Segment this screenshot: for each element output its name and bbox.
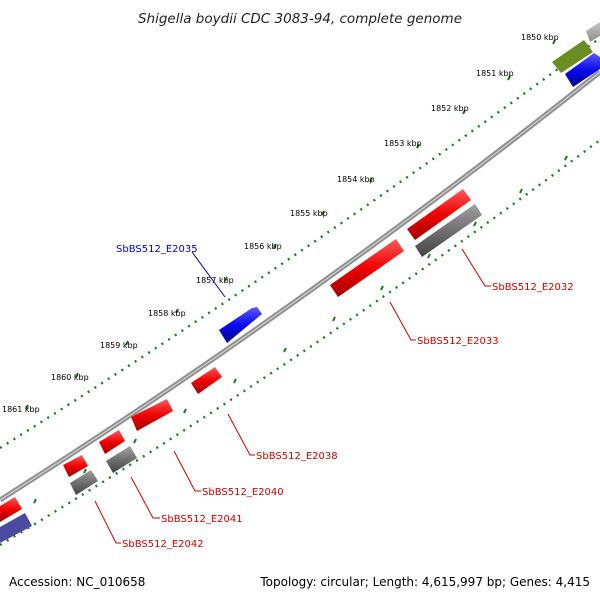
tick-label-1850: 1850 kbp (521, 33, 559, 42)
gene-feature-e2032-red[interactable] (407, 189, 471, 240)
gene-label-e2038[interactable]: SbBS512_E2038 (256, 451, 338, 462)
genome-summary-text: Topology: circular; Length: 4,615,997 bp… (259, 575, 590, 589)
gene-feature-blue-top[interactable] (565, 53, 600, 87)
gene-label-e2041[interactable]: SbBS512_E2041 (161, 514, 243, 525)
gene-feature-e2040[interactable] (131, 399, 173, 431)
gene-feature-left-navy[interactable] (0, 513, 32, 543)
leader-e2033 (389, 301, 416, 341)
leader-e2042 (94, 500, 121, 544)
gene-label-e2040[interactable]: SbBS512_E2040 (202, 487, 284, 498)
gene-feature-e2042-red[interactable] (63, 455, 88, 477)
gene-label-e2032[interactable]: SbBS512_E2032 (492, 282, 574, 293)
gene-feature-e2035[interactable] (219, 307, 262, 343)
label-leaders (94, 248, 491, 544)
gene-feature-left-red[interactable] (0, 497, 22, 522)
leader-e2038 (227, 413, 255, 456)
tick-label-1861: 1861 kbp (2, 405, 40, 414)
major-ticks-outer (25, 39, 556, 410)
leader-e2035 (191, 251, 226, 298)
tick-label-1852: 1852 kbp (431, 104, 469, 113)
gene-label-e2042[interactable]: SbBS512_E2042 (122, 539, 204, 550)
gene-feature-olive[interactable] (552, 40, 593, 73)
gene-label-e2033[interactable]: SbBS512_E2033 (417, 336, 499, 347)
gene-feature-e2042-gray[interactable] (70, 470, 98, 495)
gene-feature-e2032-gray[interactable] (415, 204, 482, 257)
gene-feature-e2041-red[interactable] (99, 430, 125, 454)
gene-feature-e2033[interactable] (330, 239, 404, 297)
major-ticks-inner (33, 155, 568, 504)
tick-label-1853: 1853 kbp (384, 139, 422, 148)
forward-strand-features (219, 22, 600, 343)
tick-label-1860: 1860 kbp (51, 373, 89, 382)
tick-label-1851: 1851 kbp (476, 69, 514, 78)
tick-label-1858: 1858 kbp (148, 309, 186, 318)
gene-labels: SbBS512_E2035 SbBS512_E2032 SbBS512_E203… (116, 244, 574, 550)
tick-label-1859: 1859 kbp (100, 341, 138, 350)
gene-feature-e2038[interactable] (191, 367, 222, 394)
leader-e2032 (461, 248, 491, 287)
tick-label-1856: 1856 kbp (244, 242, 282, 251)
gene-label-e2035[interactable]: SbBS512_E2035 (116, 244, 198, 255)
map-title: Shigella boydii CDC 3083-94, complete ge… (138, 11, 462, 27)
reverse-strand-features (0, 53, 600, 543)
genome-backbone-highlight (0, 71, 600, 501)
scale-labels: 1850 kbp 1851 kbp 1852 kbp 1853 kbp 1854… (2, 33, 559, 414)
accession-text: Accession: NC_010658 (9, 575, 145, 589)
leader-e2040 (173, 450, 201, 492)
tick-label-1857: 1857 kbp (196, 276, 234, 285)
leader-e2041 (130, 476, 160, 519)
gene-feature-e2041-gray[interactable] (106, 446, 137, 473)
scale-track-outer (0, 37, 600, 450)
tick-label-1855: 1855 kbp (290, 209, 328, 218)
tick-label-1854: 1854 kbp (337, 175, 375, 184)
gene-feature-top-gray[interactable] (586, 22, 600, 42)
